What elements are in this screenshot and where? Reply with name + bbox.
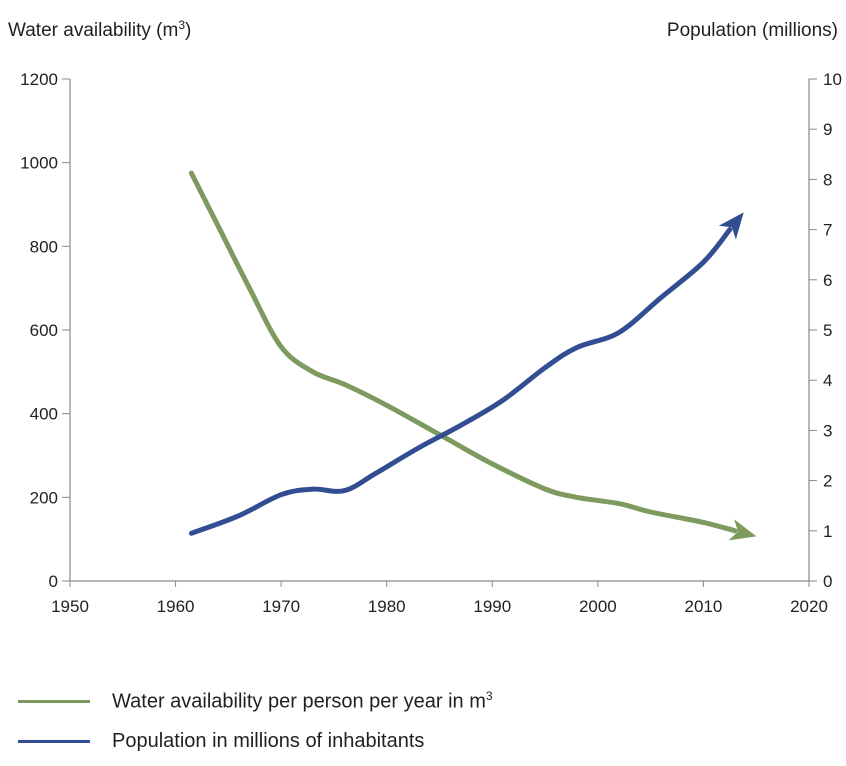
x-tick-label: 1950 [51, 597, 89, 616]
y-left-tick-label: 200 [30, 488, 58, 507]
legend-swatch-water [18, 699, 90, 703]
population-arrowhead [718, 212, 744, 240]
left-axis-title: Water availability (m3) [8, 18, 191, 41]
y-right-tick-label: 2 [823, 472, 832, 491]
legend-label-water: Water availability per person per year i… [112, 688, 493, 713]
x-tick-label: 1980 [368, 597, 406, 616]
legend-item-water: Water availability per person per year i… [18, 686, 493, 716]
y-right-tick-label: 5 [823, 321, 832, 340]
y-right-tick-label: 1 [823, 522, 832, 541]
series-lines [188, 170, 757, 541]
x-tick-label: 2010 [685, 597, 723, 616]
legend: Water availability per person per year i… [18, 686, 493, 766]
x-tick-label: 1970 [262, 597, 300, 616]
y-right-tick-label: 6 [823, 271, 832, 290]
axes: 1950 1960 1970 1980 1990 2000 2010 202002004006… [20, 70, 842, 616]
y-left-tick-label: 0 [49, 572, 58, 591]
x-tick-label: 1990 [473, 597, 511, 616]
y-right-tick-label: 10 [823, 70, 842, 89]
y-left-tick-label: 800 [30, 237, 58, 256]
chart-svg: Water availability (m3) Population (mill… [8, 18, 842, 616]
right-axis-title: Population (millions) [667, 20, 838, 41]
y-right-tick-label: 7 [823, 221, 832, 240]
y-left-tick-label: 400 [30, 405, 58, 424]
y-right-tick-label: 9 [823, 120, 832, 139]
legend-label-population: Population in millions of inhabitants [112, 729, 425, 752]
x-tick-label: 2000 [579, 597, 617, 616]
y-right-tick-label: 0 [823, 572, 832, 591]
y-right-tick-label: 4 [823, 371, 832, 390]
water-availability-arrowhead [728, 519, 757, 541]
y-left-tick-label: 1000 [20, 154, 58, 173]
y-right-tick-label: 8 [823, 170, 832, 189]
y-right-tick-label: 3 [823, 421, 832, 440]
legend-swatch-population [18, 739, 90, 743]
y-left-tick-label: 600 [30, 321, 58, 340]
x-tick-label: 1960 [157, 597, 195, 616]
water-availability-line [188, 170, 738, 534]
legend-item-population: Population in millions of inhabitants [18, 726, 493, 756]
population-line [188, 227, 733, 536]
y-left-tick-label: 1200 [20, 70, 58, 89]
x-tick-label: 2020 [790, 597, 828, 616]
